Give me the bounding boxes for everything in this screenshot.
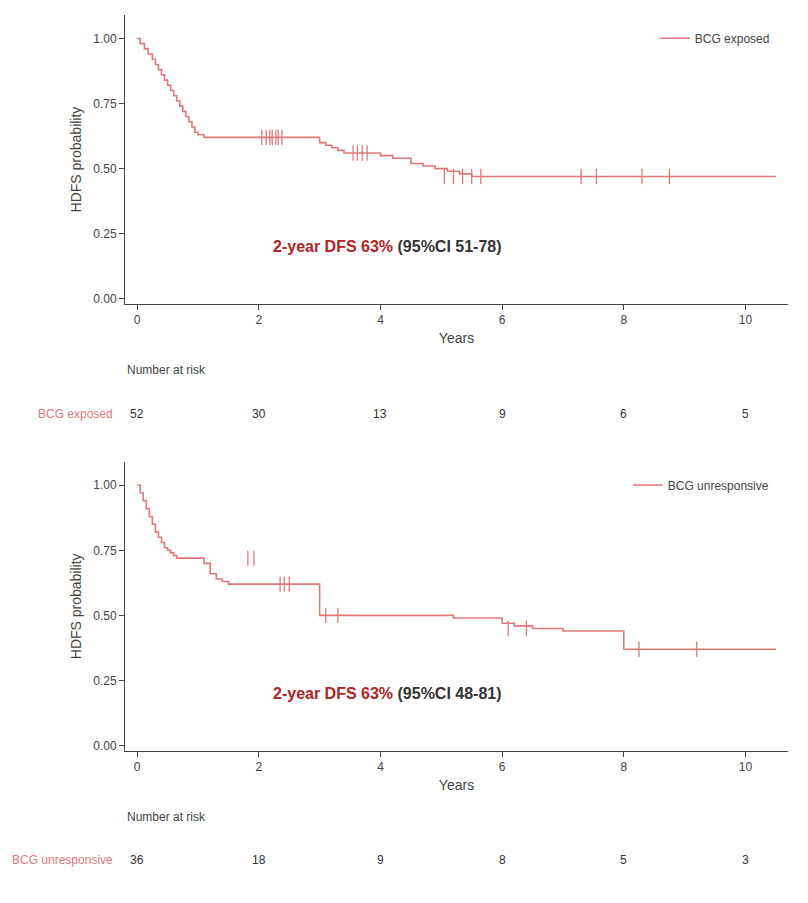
svg-text:52: 52 — [130, 407, 144, 421]
svg-text:1.00: 1.00 — [93, 478, 117, 492]
svg-text:9: 9 — [499, 407, 506, 421]
svg-text:36: 36 — [130, 853, 144, 867]
svg-text:HDFS probability: HDFS probability — [68, 107, 84, 213]
svg-text:0.25: 0.25 — [93, 227, 117, 241]
svg-text:2: 2 — [255, 313, 262, 327]
svg-text:0.75: 0.75 — [93, 97, 117, 111]
svg-text:4: 4 — [377, 760, 384, 774]
svg-text:6: 6 — [499, 760, 506, 774]
svg-text:8: 8 — [499, 853, 506, 867]
svg-text:0.25: 0.25 — [93, 674, 117, 688]
svg-text:2-year DFS 63% (95%CI 48-81): 2-year DFS 63% (95%CI 48-81) — [273, 685, 502, 702]
svg-text:6: 6 — [499, 313, 506, 327]
svg-text:0.75: 0.75 — [93, 544, 117, 558]
svg-text:1.00: 1.00 — [93, 32, 117, 46]
svg-text:Number at risk: Number at risk — [127, 363, 206, 377]
svg-text:10: 10 — [739, 760, 753, 774]
svg-text:30: 30 — [252, 407, 266, 421]
svg-text:0.00: 0.00 — [93, 739, 117, 753]
svg-text:BCG exposed: BCG exposed — [38, 407, 113, 421]
svg-text:9: 9 — [377, 853, 384, 867]
svg-text:3: 3 — [742, 853, 749, 867]
svg-text:2-year DFS 63% (95%CI 51-78): 2-year DFS 63% (95%CI 51-78) — [273, 238, 502, 255]
svg-text:6: 6 — [620, 407, 627, 421]
svg-text:0.00: 0.00 — [93, 292, 117, 306]
svg-text:4: 4 — [377, 313, 384, 327]
svg-text:18: 18 — [252, 853, 266, 867]
svg-text:5: 5 — [742, 407, 749, 421]
svg-text:BCG exposed: BCG exposed — [695, 32, 770, 46]
svg-text:2: 2 — [255, 760, 262, 774]
svg-text:8: 8 — [620, 313, 627, 327]
svg-text:0: 0 — [134, 760, 141, 774]
svg-text:Years: Years — [439, 777, 474, 793]
svg-text:5: 5 — [620, 853, 627, 867]
svg-text:BCG unresponsive: BCG unresponsive — [668, 479, 769, 493]
svg-text:Number at risk: Number at risk — [127, 810, 206, 824]
svg-text:BCG unresponsive: BCG unresponsive — [12, 853, 113, 867]
svg-text:0: 0 — [134, 313, 141, 327]
svg-text:HDFS probability: HDFS probability — [68, 553, 84, 659]
svg-text:0.50: 0.50 — [93, 162, 117, 176]
svg-text:10: 10 — [739, 313, 753, 327]
svg-text:13: 13 — [373, 407, 387, 421]
svg-text:Years: Years — [439, 330, 474, 346]
svg-text:8: 8 — [620, 760, 627, 774]
svg-text:0.50: 0.50 — [93, 609, 117, 623]
